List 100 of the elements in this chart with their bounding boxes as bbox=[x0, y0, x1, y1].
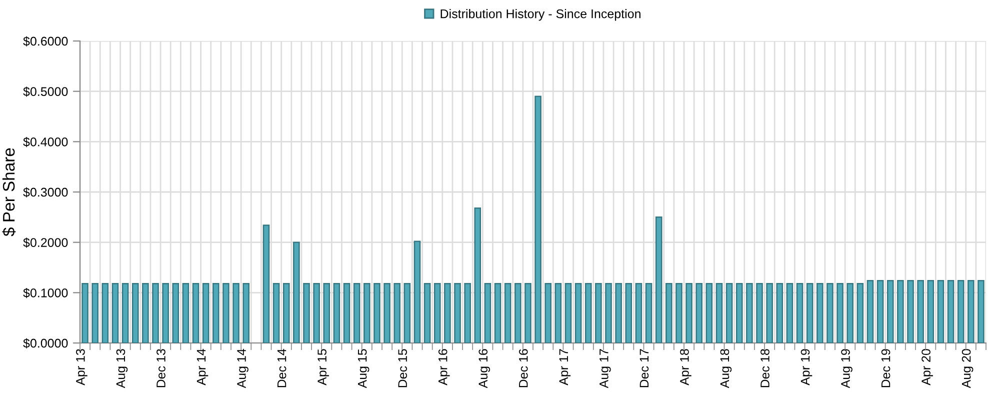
x-tick-label: Apr 15 bbox=[318, 349, 329, 386]
bar bbox=[716, 282, 723, 343]
bar bbox=[152, 282, 159, 343]
bar bbox=[947, 280, 954, 343]
bar bbox=[917, 280, 924, 343]
x-tick-label: Aug 16 bbox=[478, 349, 490, 388]
bar bbox=[968, 280, 974, 343]
bar bbox=[132, 282, 139, 343]
bar bbox=[886, 280, 894, 343]
bar bbox=[272, 282, 280, 343]
bar bbox=[686, 282, 692, 343]
bar bbox=[836, 282, 844, 343]
x-tick-label: Aug 14 bbox=[237, 348, 248, 388]
bar bbox=[484, 282, 492, 343]
bar bbox=[876, 280, 884, 343]
x-tick-label: Apr 14 bbox=[196, 348, 208, 386]
x-tick-label: Dec 13 bbox=[156, 349, 166, 388]
x-tick-label: Apr 19 bbox=[800, 349, 812, 386]
bar bbox=[937, 280, 944, 343]
y-tick-label: $0.4000 bbox=[23, 136, 68, 148]
y-tick-label: $0.2000 bbox=[23, 238, 68, 248]
bar bbox=[202, 282, 210, 343]
bar bbox=[766, 282, 773, 343]
bar bbox=[846, 282, 854, 343]
bar bbox=[182, 282, 190, 343]
bar bbox=[414, 240, 421, 343]
bar bbox=[595, 282, 602, 343]
bar bbox=[454, 282, 461, 343]
bar bbox=[262, 224, 270, 343]
bar bbox=[444, 282, 451, 343]
bar bbox=[897, 280, 904, 343]
x-tick-label: Apr 17 bbox=[559, 349, 571, 386]
y-tick-label: $0.0000 bbox=[23, 338, 68, 348]
x-tick-label: Aug 17 bbox=[600, 349, 611, 388]
bar bbox=[404, 282, 411, 343]
bar bbox=[696, 282, 702, 343]
bar bbox=[584, 282, 592, 343]
bar bbox=[866, 280, 874, 343]
bar bbox=[806, 282, 814, 343]
bar bbox=[353, 282, 360, 343]
bar bbox=[384, 282, 390, 343]
bar bbox=[504, 282, 512, 343]
bar bbox=[303, 282, 310, 343]
bar bbox=[706, 282, 713, 343]
bar bbox=[736, 282, 743, 343]
y-tick-label: $0.1000 bbox=[23, 288, 68, 298]
bar bbox=[172, 282, 180, 343]
bar bbox=[142, 282, 149, 343]
bar bbox=[524, 282, 532, 343]
x-tick-label: Apr 16 bbox=[438, 349, 450, 386]
bar bbox=[323, 282, 330, 343]
bar bbox=[564, 282, 572, 343]
x-tick-label: Dec 18 bbox=[760, 349, 770, 388]
bar bbox=[907, 280, 914, 343]
y-tick-label: $0.6000 bbox=[23, 36, 68, 46]
x-tick-label: Apr 18 bbox=[680, 349, 692, 386]
bar bbox=[786, 282, 794, 343]
bar bbox=[424, 282, 431, 343]
bar bbox=[746, 282, 753, 343]
bar bbox=[957, 280, 964, 343]
bar bbox=[102, 282, 109, 343]
bar bbox=[856, 282, 864, 343]
x-tick-label: Apr 20 bbox=[922, 349, 933, 386]
bar bbox=[222, 282, 230, 343]
bar bbox=[796, 282, 804, 343]
bar bbox=[313, 282, 320, 343]
y-tick-label: $0.5000 bbox=[23, 86, 68, 97]
bar bbox=[394, 282, 400, 343]
bar bbox=[826, 282, 834, 343]
y-axis-title: $ Per Share bbox=[2, 148, 16, 236]
bar bbox=[645, 282, 652, 343]
bar bbox=[978, 280, 984, 343]
x-tick-label: Dec 16 bbox=[518, 349, 528, 388]
x-tick-label: Dec 17 bbox=[640, 349, 649, 388]
bar bbox=[534, 96, 542, 343]
bar bbox=[232, 282, 240, 343]
legend-label: Distribution History - Since Inception bbox=[440, 9, 640, 21]
bar bbox=[112, 282, 119, 343]
bar bbox=[625, 282, 632, 343]
bar bbox=[726, 282, 733, 343]
x-tick-label: Aug 19 bbox=[841, 349, 852, 388]
x-tick-label: Aug 15 bbox=[358, 349, 370, 388]
bar bbox=[816, 282, 824, 343]
x-tick-label: Dec 14 bbox=[277, 348, 286, 388]
bar bbox=[242, 282, 250, 343]
bar bbox=[615, 282, 622, 343]
bar bbox=[282, 282, 290, 343]
bar bbox=[162, 282, 169, 343]
x-tick-label: Dec 15 bbox=[398, 349, 407, 388]
bar bbox=[605, 282, 612, 343]
bar bbox=[434, 282, 441, 343]
bar bbox=[293, 242, 300, 343]
bar bbox=[474, 207, 482, 343]
bar bbox=[92, 282, 98, 343]
x-tick-label: Aug 18 bbox=[720, 349, 732, 388]
bar bbox=[82, 282, 88, 343]
bar bbox=[574, 282, 582, 343]
bar bbox=[364, 282, 370, 343]
bar bbox=[514, 282, 522, 343]
x-tick-label: Aug 13 bbox=[116, 349, 128, 388]
